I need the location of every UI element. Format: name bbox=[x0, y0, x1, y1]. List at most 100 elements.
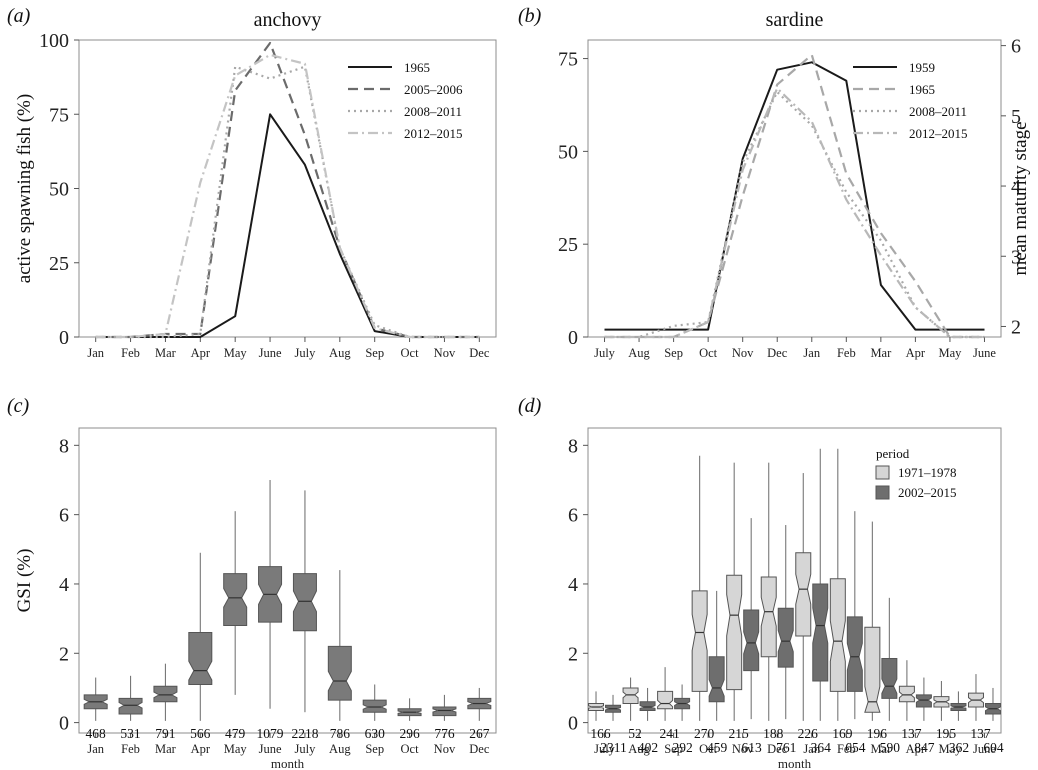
panel-a: (a) anchovy 0 25 50 75 100 Jan Feb Mar Apr May June J… bbox=[7, 5, 497, 360]
count-label: 604 bbox=[983, 740, 1004, 755]
x-tick-label: Feb bbox=[121, 346, 140, 360]
plot-frame bbox=[587, 427, 1002, 734]
count-label: 791 bbox=[155, 726, 175, 741]
x-tick-label: June bbox=[973, 742, 996, 756]
x-tick-label: Sep bbox=[365, 742, 384, 756]
count-label: 362 bbox=[949, 740, 969, 755]
x-tick-label: May bbox=[938, 742, 962, 756]
box-body bbox=[292, 573, 317, 632]
y2-tick-label: 6 bbox=[1011, 36, 1021, 58]
box-body bbox=[760, 576, 777, 658]
box-body bbox=[743, 609, 760, 672]
count-label: 2311 bbox=[600, 740, 627, 755]
series-line bbox=[604, 87, 985, 339]
y-tick-label: 75 bbox=[49, 104, 69, 126]
box-body bbox=[118, 697, 143, 715]
x-tick-label: Aug bbox=[329, 346, 351, 360]
x-tick-label: July bbox=[594, 742, 616, 756]
x-tick-label: Mar bbox=[155, 346, 177, 360]
box-body bbox=[622, 687, 639, 705]
count-label: 847 bbox=[914, 740, 935, 755]
x-tick-label: Nov bbox=[434, 346, 456, 360]
y-axis-label: GSI (%) bbox=[14, 549, 35, 613]
x-tick-label: Mar bbox=[155, 742, 177, 756]
chart-title: anchovy bbox=[254, 9, 322, 31]
x-tick-label: Nov bbox=[732, 346, 754, 360]
plot-frame bbox=[78, 427, 497, 734]
count-label: 566 bbox=[190, 726, 211, 741]
count-label: 169 bbox=[832, 726, 853, 741]
count-label: 459 bbox=[707, 740, 728, 755]
panel-label: (d) bbox=[518, 395, 542, 417]
y-tick-label: 0 bbox=[568, 327, 578, 349]
x-tick-label: Sep bbox=[664, 346, 683, 360]
y-tick-label: 6 bbox=[568, 505, 578, 527]
y-tick-label: 25 bbox=[558, 234, 578, 256]
legend-label: 1971–1978 bbox=[898, 465, 957, 480]
x-tick-label: Dec bbox=[767, 346, 788, 360]
box-body bbox=[657, 690, 674, 710]
x-tick-label: Oct bbox=[699, 742, 718, 756]
y-tick-label: 2 bbox=[59, 643, 69, 665]
legend-label: 2008–2011 bbox=[404, 104, 462, 119]
count-label: 296 bbox=[399, 726, 420, 741]
x-tick-label: Oct bbox=[699, 346, 718, 360]
count-label: 776 bbox=[434, 726, 455, 741]
count-label: 630 bbox=[365, 726, 386, 741]
box-body bbox=[898, 685, 915, 703]
count-label: 215 bbox=[729, 726, 750, 741]
box-body bbox=[432, 706, 457, 717]
box-body bbox=[777, 607, 794, 668]
x-tick-label: Sep bbox=[365, 346, 384, 360]
y-tick-label: 50 bbox=[558, 141, 578, 163]
y-tick-label: 6 bbox=[59, 505, 69, 527]
box-body bbox=[915, 694, 932, 708]
x-tick-label: Jan bbox=[803, 742, 820, 756]
count-label: 166 bbox=[590, 726, 611, 741]
legend-label: 2012–2015 bbox=[909, 126, 968, 141]
box-body bbox=[362, 699, 387, 713]
panel-label: (a) bbox=[7, 5, 31, 27]
y-tick-label: 0 bbox=[568, 713, 578, 735]
box-body bbox=[881, 657, 898, 699]
x-tick-label: Dec bbox=[469, 346, 490, 360]
x-tick-label: Apr bbox=[906, 346, 926, 360]
y-tick-label: 4 bbox=[568, 574, 578, 596]
legend-label: 2005–2006 bbox=[404, 82, 463, 97]
count-label: 137 bbox=[901, 726, 922, 741]
x-tick-label: June bbox=[259, 346, 282, 360]
count-label: 590 bbox=[880, 740, 901, 755]
x-axis-label: month bbox=[778, 756, 812, 770]
x-tick-label: Jan bbox=[87, 346, 104, 360]
x-tick-label: July bbox=[295, 742, 317, 756]
count-label: 761 bbox=[776, 740, 796, 755]
count-label: 1079 bbox=[257, 726, 284, 741]
count-label: 137 bbox=[970, 726, 991, 741]
box-body bbox=[812, 583, 829, 682]
x-tick-label: Nov bbox=[434, 742, 456, 756]
y-tick-label: 50 bbox=[49, 179, 69, 201]
x-tick-label: Apr bbox=[191, 742, 211, 756]
count-label: 468 bbox=[86, 726, 107, 741]
count-label: 2218 bbox=[291, 726, 318, 741]
series-line bbox=[604, 53, 985, 339]
x-tick-label: May bbox=[224, 742, 248, 756]
legend-label: 1965 bbox=[404, 60, 430, 75]
y-tick-label: 0 bbox=[59, 327, 69, 349]
count-label: 195 bbox=[936, 726, 957, 741]
count-label: 402 bbox=[638, 740, 658, 755]
box-body bbox=[864, 626, 881, 713]
series-line bbox=[95, 113, 480, 338]
legend-label: 2002–2015 bbox=[898, 485, 957, 500]
y-tick-label: 8 bbox=[568, 435, 578, 457]
plot-frame bbox=[587, 39, 1002, 338]
x-tick-label: Nov bbox=[732, 742, 754, 756]
legend-label: 2008–2011 bbox=[909, 104, 967, 119]
x-tick-label: May bbox=[938, 346, 962, 360]
box-body bbox=[691, 590, 708, 692]
x-tick-label: Oct bbox=[401, 346, 420, 360]
box-body bbox=[795, 552, 812, 637]
